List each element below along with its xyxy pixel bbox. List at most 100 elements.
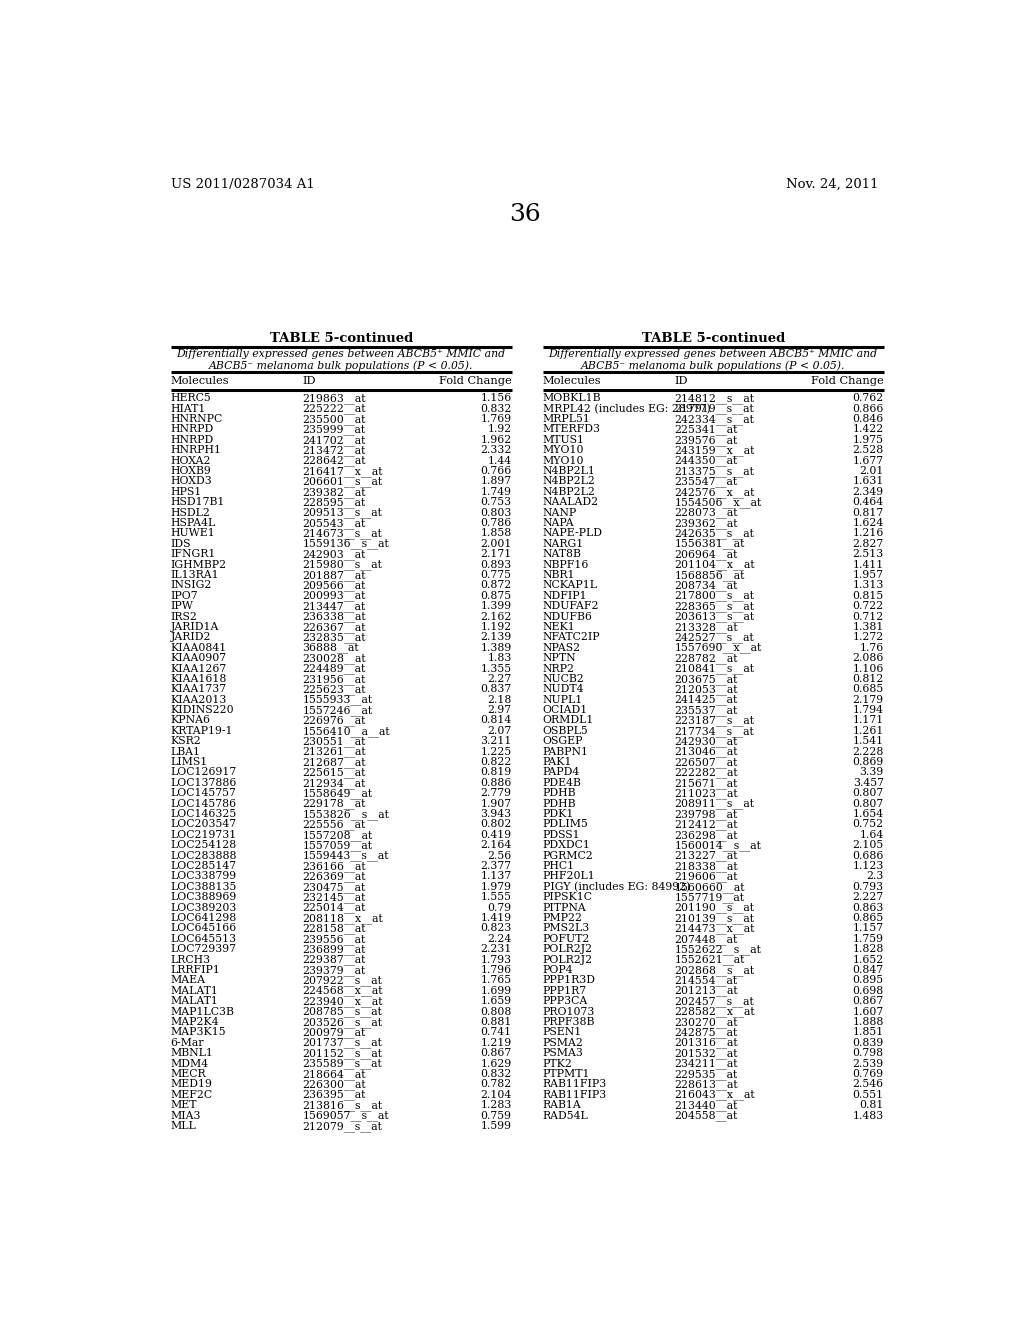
Text: 224489__at: 224489__at: [302, 664, 366, 675]
Text: PDLIM5: PDLIM5: [543, 820, 589, 829]
Text: 0.869: 0.869: [852, 758, 884, 767]
Text: PDXDC1: PDXDC1: [543, 841, 591, 850]
Text: 1.796: 1.796: [480, 965, 512, 975]
Text: 226507__at: 226507__at: [675, 758, 737, 768]
Text: HERC5: HERC5: [171, 393, 211, 403]
Text: 1.654: 1.654: [853, 809, 884, 818]
Text: 1.44: 1.44: [487, 455, 512, 466]
Text: 0.814: 0.814: [480, 715, 512, 726]
Text: NPTN: NPTN: [543, 653, 577, 663]
Text: OCIAD1: OCIAD1: [543, 705, 588, 715]
Text: 215671__at: 215671__at: [675, 777, 737, 788]
Text: 1.979: 1.979: [480, 882, 512, 892]
Text: 205543__at: 205543__at: [302, 517, 366, 529]
Text: LOC145757: LOC145757: [171, 788, 237, 799]
Text: 1.422: 1.422: [852, 425, 884, 434]
Text: 0.81: 0.81: [859, 1100, 884, 1110]
Text: 217734__s__at: 217734__s__at: [675, 726, 754, 737]
Text: 203526__s__at: 203526__s__at: [302, 1016, 382, 1028]
Text: 0.866: 0.866: [852, 404, 884, 413]
Text: 0.819: 0.819: [480, 767, 512, 777]
Text: PIGY (includes EG: 84992): PIGY (includes EG: 84992): [543, 882, 690, 892]
Text: NDUFAF2: NDUFAF2: [543, 601, 599, 611]
Text: MDM4: MDM4: [171, 1059, 209, 1068]
Text: 244350__at: 244350__at: [675, 455, 737, 466]
Text: 223187__s__at: 223187__s__at: [675, 715, 755, 726]
Text: 2.24: 2.24: [487, 933, 512, 944]
Text: 0.775: 0.775: [480, 570, 512, 579]
Text: NFATC2IP: NFATC2IP: [543, 632, 600, 643]
Text: 0.685: 0.685: [852, 684, 884, 694]
Text: PDE4B: PDE4B: [543, 777, 582, 788]
Text: 1.624: 1.624: [852, 517, 884, 528]
Text: 1.599: 1.599: [480, 1121, 512, 1131]
Text: LOC254128: LOC254128: [171, 841, 237, 850]
Text: LOC283888: LOC283888: [171, 850, 238, 861]
Text: 241702__at: 241702__at: [302, 434, 366, 446]
Text: 1.794: 1.794: [853, 705, 884, 715]
Text: IPW: IPW: [171, 601, 194, 611]
Text: 1.156: 1.156: [480, 393, 512, 403]
Text: 2.228: 2.228: [852, 747, 884, 756]
Text: Fold Change: Fold Change: [811, 376, 884, 387]
Text: 3.943: 3.943: [480, 809, 512, 818]
Text: 219863__at: 219863__at: [302, 393, 366, 404]
Text: 36: 36: [509, 203, 541, 226]
Text: 1557246__at: 1557246__at: [302, 705, 373, 715]
Text: 0.793: 0.793: [853, 882, 884, 892]
Text: 206601__s__at: 206601__s__at: [302, 477, 383, 487]
Text: KIAA1267: KIAA1267: [171, 664, 227, 673]
Text: NEK1: NEK1: [543, 622, 575, 632]
Text: 0.759: 0.759: [480, 1110, 512, 1121]
Text: Differentially expressed genes between ABCB5⁺ MMIC and: Differentially expressed genes between A…: [549, 350, 878, 359]
Text: 2.528: 2.528: [852, 445, 884, 455]
Text: PAPD4: PAPD4: [543, 767, 580, 777]
Text: RAB11FIP3: RAB11FIP3: [543, 1080, 607, 1089]
Text: HNRPD: HNRPD: [171, 434, 214, 445]
Text: LOC388969: LOC388969: [171, 892, 237, 902]
Text: NARG1: NARG1: [543, 539, 584, 549]
Text: 2.3: 2.3: [866, 871, 884, 882]
Text: 2.27: 2.27: [487, 675, 512, 684]
Text: 0.881: 0.881: [480, 1016, 512, 1027]
Text: 230028__at: 230028__at: [302, 653, 366, 664]
Text: KPNA6: KPNA6: [171, 715, 211, 726]
Text: NAALAD2: NAALAD2: [543, 498, 599, 507]
Text: PMS2L3: PMS2L3: [543, 924, 590, 933]
Text: 0.812: 0.812: [852, 675, 884, 684]
Text: JARID2: JARID2: [171, 632, 211, 643]
Text: 213046__at: 213046__at: [675, 747, 738, 758]
Text: PSMA3: PSMA3: [543, 1048, 584, 1059]
Text: MALAT1: MALAT1: [171, 986, 218, 995]
Text: 0.712: 0.712: [852, 611, 884, 622]
Text: PMP22: PMP22: [543, 913, 583, 923]
Text: 0.807: 0.807: [852, 799, 884, 809]
Text: 1.888: 1.888: [852, 1016, 884, 1027]
Text: POP4: POP4: [543, 965, 573, 975]
Text: 202868__s__at: 202868__s__at: [675, 965, 755, 975]
Text: LOC388135: LOC388135: [171, 882, 237, 892]
Text: 201190__s__at: 201190__s__at: [675, 903, 755, 913]
Text: ID: ID: [675, 376, 688, 387]
Text: PPP1R3D: PPP1R3D: [543, 975, 596, 985]
Text: ORMDL1: ORMDL1: [543, 715, 594, 726]
Text: 242903__at: 242903__at: [302, 549, 366, 560]
Text: 1.171: 1.171: [852, 715, 884, 726]
Text: 0.551: 0.551: [853, 1090, 884, 1100]
Text: 229535__at: 229535__at: [675, 1069, 737, 1080]
Text: 212934__at: 212934__at: [302, 777, 366, 788]
Text: 0.782: 0.782: [480, 1080, 512, 1089]
Text: 1557059__at: 1557059__at: [302, 841, 373, 851]
Text: HOXA2: HOXA2: [171, 455, 211, 466]
Text: 2.546: 2.546: [853, 1080, 884, 1089]
Text: 201887__at: 201887__at: [302, 570, 366, 581]
Text: 1.828: 1.828: [852, 944, 884, 954]
Text: 1.957: 1.957: [853, 570, 884, 579]
Text: 1552622__s__at: 1552622__s__at: [675, 944, 761, 954]
Text: 0.875: 0.875: [480, 591, 512, 601]
Text: 0.867: 0.867: [852, 997, 884, 1006]
Text: NRP2: NRP2: [543, 664, 574, 673]
Text: LRCH3: LRCH3: [171, 954, 211, 965]
Text: N4BP2L2: N4BP2L2: [543, 477, 596, 486]
Text: 1.962: 1.962: [480, 434, 512, 445]
